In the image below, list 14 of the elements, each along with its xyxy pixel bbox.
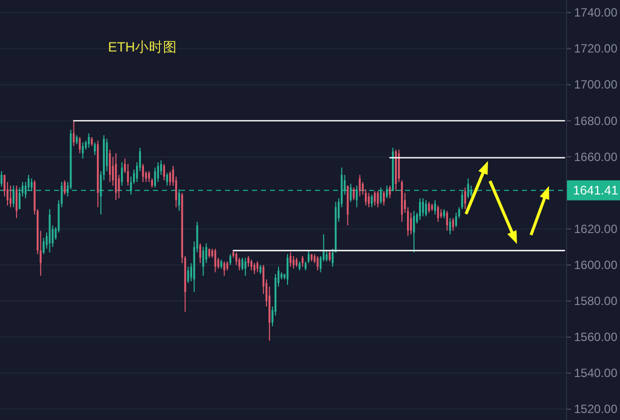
y-tick-label: 1700.00 <box>574 78 618 92</box>
y-tick-label: 1580.00 <box>574 294 618 308</box>
y-tick-label: 1680.00 <box>574 114 618 128</box>
y-tick-label: 1660.00 <box>574 150 618 164</box>
y-tick-label: 1520.00 <box>574 402 618 416</box>
y-tick-label: 1560.00 <box>574 330 618 344</box>
title: ETH小时图 <box>108 40 177 54</box>
y-tick-label: 1600.00 <box>574 258 618 272</box>
y-tick-label: 1620.00 <box>574 222 618 236</box>
y-tick-label: 1720.00 <box>574 42 618 56</box>
y-tick-label: 1540.00 <box>574 366 618 380</box>
ref-line-label: 1641.41 <box>573 183 618 198</box>
ref-line-label: 1641.41 <box>567 180 620 200</box>
y-tick-label: 1740.00 <box>574 6 618 20</box>
